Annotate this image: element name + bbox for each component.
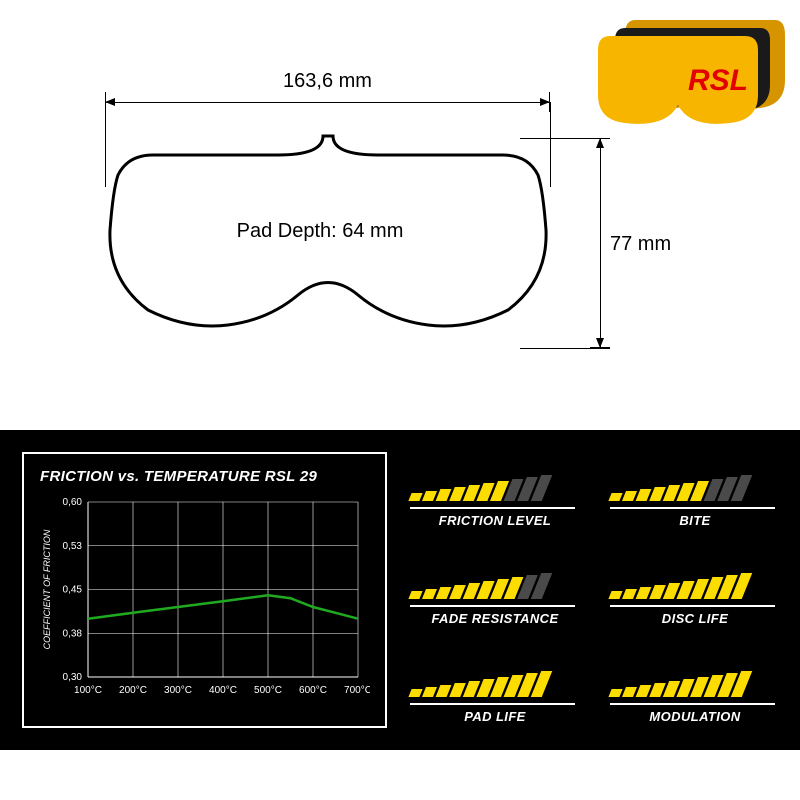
dimension-width: 163,6 mm (105, 70, 550, 110)
rating-disc-life: DISC LIFE (610, 573, 780, 626)
svg-text:0,60: 0,60 (63, 497, 83, 508)
rating-label: BITE (610, 513, 780, 528)
product-thumbnail: RSL (570, 10, 790, 145)
chart-svg: COEFFICIENT OF FRICTION 0,30 0,38 0,45 0,53 0… (40, 497, 370, 712)
rating-label: FRICTION LEVEL (410, 513, 580, 528)
svg-text:RSL: RSL (688, 64, 748, 97)
rating-pad-life: PAD LIFE (410, 671, 580, 724)
ratings-grid: FRICTION LEVEL BITE FADE RESISTANCE DISC LI… (410, 475, 780, 724)
svg-text:200°C: 200°C (119, 685, 147, 696)
pad-depth-label: Pad Depth: 64 mm (170, 220, 470, 243)
rating-label: MODULATION (610, 709, 780, 724)
pad-outline (98, 130, 558, 360)
svg-text:0,45: 0,45 (63, 585, 83, 596)
rating-fade-resistance: FADE RESISTANCE (410, 573, 580, 626)
dimension-width-label: 163,6 mm (105, 70, 550, 93)
dimension-height-label: 77 mm (610, 233, 671, 256)
performance-panel: FRICTION vs. TEMPERATURE RSL 29 COEFFICI… (0, 430, 800, 750)
svg-text:600°C: 600°C (299, 685, 327, 696)
rating-bite: BITE (610, 475, 780, 528)
svg-text:COEFFICIENT OF FRICTION: COEFFICIENT OF FRICTION (42, 529, 52, 649)
svg-text:0,53: 0,53 (63, 541, 83, 552)
rating-friction-level: FRICTION LEVEL (410, 475, 580, 528)
svg-text:700°C: 700°C (344, 685, 370, 696)
svg-text:100°C: 100°C (74, 685, 102, 696)
friction-chart: FRICTION vs. TEMPERATURE RSL 29 COEFFICI… (22, 452, 387, 728)
rating-modulation: MODULATION (610, 671, 780, 724)
svg-text:500°C: 500°C (254, 685, 282, 696)
svg-text:400°C: 400°C (209, 685, 237, 696)
svg-text:300°C: 300°C (164, 685, 192, 696)
svg-text:0,38: 0,38 (63, 628, 83, 639)
rating-label: DISC LIFE (610, 611, 780, 626)
rating-label: PAD LIFE (410, 709, 580, 724)
chart-title: FRICTION vs. TEMPERATURE RSL 29 (40, 468, 369, 485)
svg-text:0,30: 0,30 (63, 672, 83, 683)
dimension-height: 77 mm (565, 138, 685, 348)
rating-label: FADE RESISTANCE (410, 611, 580, 626)
